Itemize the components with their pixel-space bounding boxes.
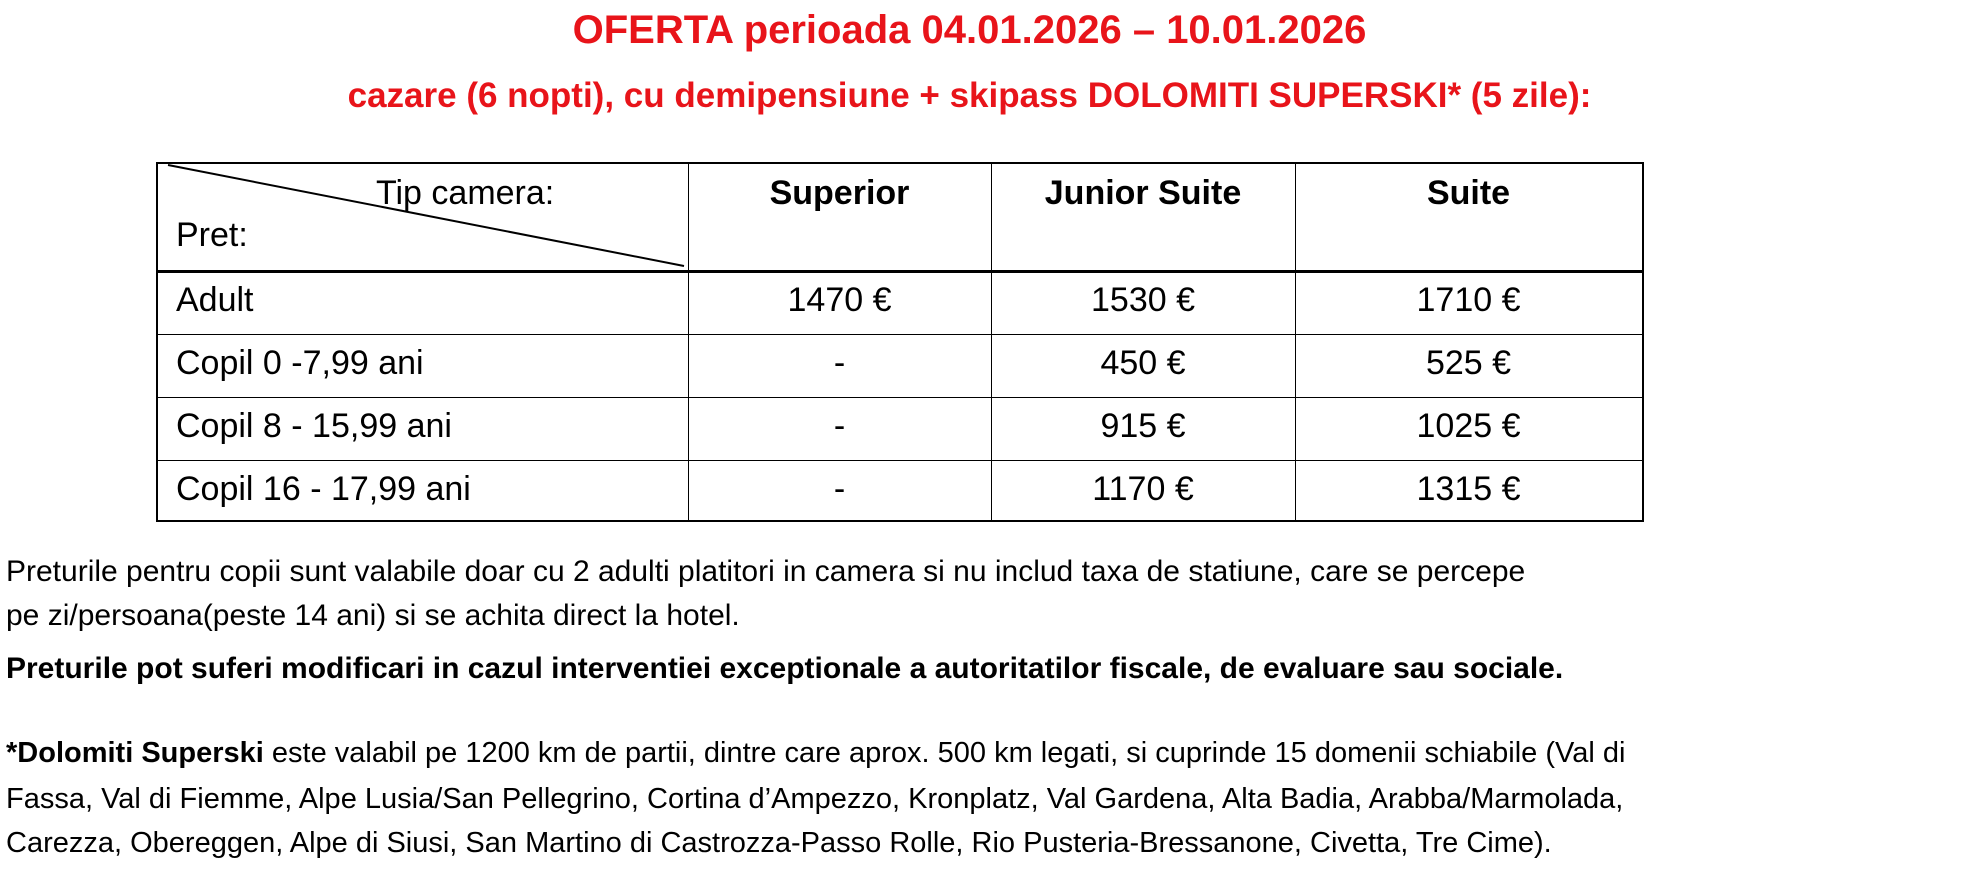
children-price-note-line-2: pe zi/persoana(peste 14 ani) si se achit… bbox=[6, 599, 740, 632]
price-cell: 915 € bbox=[1100, 407, 1186, 445]
row-label: Adult bbox=[176, 281, 254, 319]
row-divider bbox=[158, 334, 1642, 335]
offer-subtitle: cazare (6 nopti), cu demipensiune + skip… bbox=[347, 76, 1592, 115]
row-label: Copil 8 - 15,99 ani bbox=[176, 407, 452, 445]
column-divider bbox=[688, 164, 689, 520]
corner-header-room-type: Tip camera: bbox=[376, 174, 555, 212]
row-divider bbox=[158, 460, 1642, 461]
row-divider bbox=[158, 397, 1642, 398]
column-header-superior: Superior bbox=[769, 174, 910, 212]
price-cell: 525 € bbox=[1425, 344, 1512, 382]
price-cell: 1170 € bbox=[1092, 470, 1194, 508]
row-label: Copil 16 - 17,99 ani bbox=[176, 470, 471, 508]
price-cell: 450 € bbox=[1100, 344, 1186, 382]
price-cell: - bbox=[833, 407, 846, 445]
price-cell: - bbox=[833, 470, 846, 508]
price-cell: 1710 € bbox=[1416, 281, 1521, 319]
skipass-footnote-title: *Dolomiti Superski bbox=[6, 737, 264, 769]
price-cell: 1025 € bbox=[1416, 407, 1521, 445]
skipass-footnote-line-3: Carezza, Obereggen, Alpe di Siusi, San M… bbox=[6, 827, 1552, 859]
column-divider bbox=[991, 164, 992, 520]
price-cell: - bbox=[833, 344, 846, 382]
children-price-note-line-1: Preturile pentru copii sunt valabile doa… bbox=[6, 555, 1526, 588]
header-divider bbox=[158, 270, 1642, 273]
corner-diagonal-line bbox=[167, 164, 685, 267]
price-table: Tip camera: Pret: Superior Junior Suite … bbox=[156, 162, 1644, 522]
price-cell: 1315 € bbox=[1416, 470, 1521, 508]
offer-title: OFERTA perioada 04.01.2026 – 10.01.2026 bbox=[572, 8, 1367, 52]
column-header-suite: Suite bbox=[1426, 174, 1511, 212]
row-label: Copil 0 -7,99 ani bbox=[176, 344, 424, 382]
skipass-footnote-line-1: *Dolomiti Superski este valabil pe 1200 … bbox=[6, 737, 1625, 770]
column-header-junior-suite: Junior Suite bbox=[1044, 174, 1242, 212]
corner-header-price: Pret: bbox=[176, 216, 248, 254]
column-divider bbox=[1295, 164, 1296, 520]
skipass-footnote-text: este valabil pe 1200 km de partii, dintr… bbox=[263, 737, 1626, 769]
price-cell: 1470 € bbox=[787, 281, 892, 319]
skipass-footnote-line-2: Fassa, Val di Fiemme, Alpe Lusia/San Pel… bbox=[6, 783, 1624, 815]
price-cell: 1530 € bbox=[1091, 281, 1195, 319]
price-change-notice: Preturile pot suferi modificari in cazul… bbox=[6, 652, 1564, 685]
